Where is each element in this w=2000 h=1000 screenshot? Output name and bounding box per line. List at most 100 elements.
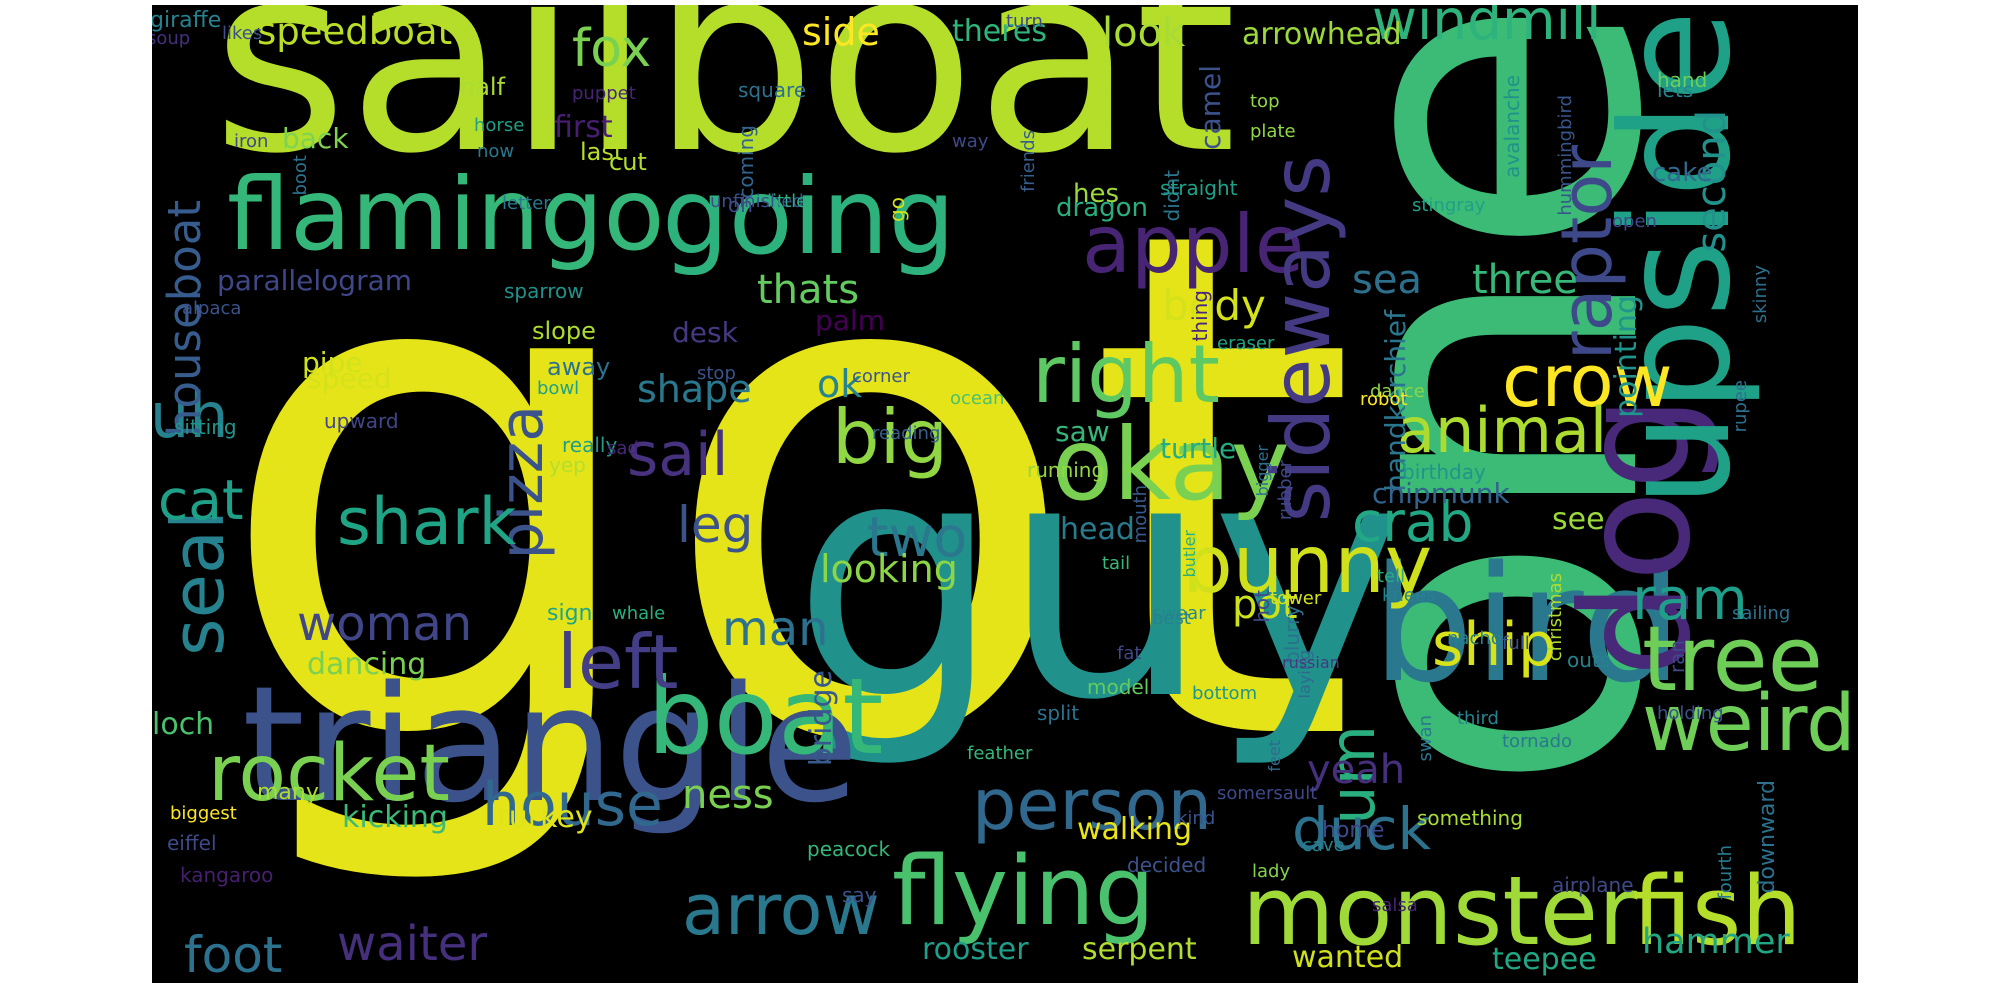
cloud-word: thats bbox=[757, 267, 860, 313]
cloud-word: kind bbox=[1177, 808, 1216, 829]
cloud-word: go bbox=[885, 197, 909, 222]
cloud-word: cake bbox=[1652, 158, 1713, 188]
cloud-word: tell bbox=[1377, 566, 1406, 587]
cloud-word: ness bbox=[682, 772, 774, 818]
cloud-word: lady bbox=[1252, 861, 1291, 882]
cloud-word: sailboat bbox=[212, 5, 1237, 211]
cloud-word: sail bbox=[627, 420, 729, 490]
cloud-word: head bbox=[1060, 512, 1135, 547]
cloud-word: weird bbox=[1642, 679, 1856, 769]
cloud-word: somersault bbox=[1217, 783, 1318, 804]
cloud-word: house bbox=[482, 770, 663, 840]
cloud-word: coming bbox=[734, 125, 758, 199]
cloud-word: third bbox=[1457, 708, 1499, 729]
cloud-word: rubber bbox=[1275, 460, 1296, 521]
cloud-word: feet bbox=[1265, 740, 1284, 772]
cloud-word: iron bbox=[234, 131, 269, 152]
cloud-word: really bbox=[562, 433, 618, 457]
cloud-word: unfinished bbox=[710, 191, 804, 212]
cloud-word: parallelogram bbox=[217, 264, 413, 297]
cloud-word: home bbox=[1322, 818, 1385, 843]
cloud-word: pointing bbox=[1609, 295, 1644, 418]
cloud-word: ocean bbox=[950, 388, 1005, 409]
cloud-word: now bbox=[477, 141, 515, 162]
cloud-word: rupee bbox=[1730, 380, 1751, 433]
cloud-word: nacho bbox=[1447, 628, 1502, 649]
cloud-word: side bbox=[802, 10, 880, 54]
cloud-word: okay bbox=[1052, 406, 1290, 523]
cloud-word: big bbox=[832, 393, 949, 481]
cloud-word: hot bbox=[1250, 590, 1274, 623]
cloud-word: swear bbox=[1152, 603, 1206, 624]
cloud-word: windmill bbox=[1372, 5, 1602, 52]
cloud-word: fat bbox=[1117, 643, 1142, 664]
cloud-word: tornado bbox=[1502, 731, 1573, 752]
cloud-word: open bbox=[1612, 211, 1657, 232]
cloud-word: rocket bbox=[208, 729, 450, 819]
cloud-word: full bbox=[1502, 633, 1530, 654]
cloud-word: flying bbox=[892, 837, 1155, 947]
cloud-word: walking bbox=[1077, 812, 1193, 847]
cloud-word: hummingbird bbox=[1555, 95, 1576, 216]
cloud-word: lets bbox=[1657, 78, 1694, 102]
cloud-word: hand bbox=[1657, 68, 1708, 92]
cloud-word: oh bbox=[728, 193, 753, 217]
cloud-word: tower bbox=[1270, 588, 1322, 609]
cloud-word: ship bbox=[1432, 610, 1557, 680]
cloud-word: duck bbox=[1292, 795, 1432, 863]
cloud-word: left bbox=[557, 618, 679, 706]
cloud-word: robot bbox=[1360, 389, 1408, 410]
cloud-word: arrow bbox=[682, 869, 880, 951]
cloud-word: serpent bbox=[1082, 932, 1197, 967]
cloud-word: russian bbox=[1282, 653, 1340, 672]
cloud-word: turkey bbox=[497, 800, 593, 835]
cloud-word: monster bbox=[1242, 857, 1638, 967]
cloud-word: way bbox=[952, 131, 989, 152]
cloud-word: right bbox=[1032, 328, 1220, 421]
cloud-word: skinny bbox=[1750, 265, 1771, 324]
cloud-word: corner bbox=[852, 366, 910, 387]
cloud-word: decided bbox=[1127, 853, 1207, 877]
cloud-word: woman bbox=[297, 596, 473, 652]
cloud-word: sad bbox=[607, 438, 639, 459]
cloud-word: stop bbox=[697, 363, 736, 384]
cloud-word: tree bbox=[1642, 607, 1824, 712]
cloud-word: wanted bbox=[1292, 940, 1404, 975]
cloud-word: holding bbox=[1657, 703, 1724, 724]
cloud-word: letter bbox=[502, 193, 551, 214]
cloud-word: theres bbox=[952, 14, 1047, 49]
cloud-word: teepee bbox=[1492, 942, 1597, 977]
cloud-word: bigger bbox=[1253, 445, 1272, 497]
cloud-word: feather bbox=[967, 743, 1033, 764]
cloud-word: square bbox=[738, 78, 807, 102]
cloud-word: see bbox=[1552, 502, 1605, 537]
cloud-word: knees bbox=[1382, 585, 1436, 606]
cloud-word: dance bbox=[1370, 381, 1425, 402]
cloud-word: something bbox=[1417, 806, 1523, 830]
cloud-word: little bbox=[767, 191, 808, 212]
cloud-word: downward bbox=[1755, 780, 1780, 894]
cloud-word: kangaroo bbox=[180, 863, 274, 887]
cloud-word: bunny bbox=[1182, 518, 1433, 611]
cloud-word: sparrow bbox=[504, 279, 584, 303]
cloud-word: looking bbox=[820, 547, 958, 591]
cloud-word: yep bbox=[549, 453, 586, 477]
cloud-word: flamingo bbox=[227, 156, 665, 273]
cloud-word: uh bbox=[152, 379, 229, 452]
cloud-word: tail bbox=[1102, 553, 1131, 574]
cloud-word: straight bbox=[1160, 176, 1238, 200]
cloud-word: foot bbox=[184, 926, 283, 983]
cloud-word: kicking bbox=[342, 800, 448, 835]
cloud-word: rooster bbox=[922, 932, 1029, 967]
cloud-word: swan bbox=[1415, 715, 1436, 762]
cloud-word: avalanche bbox=[1500, 75, 1524, 178]
cloud-word: pot bbox=[1232, 582, 1298, 628]
cloud-word: many bbox=[257, 780, 319, 805]
cloud-word: running bbox=[1027, 458, 1105, 482]
cloud-word: airplane bbox=[1552, 873, 1634, 897]
cloud-word: first bbox=[554, 110, 613, 145]
cloud-word: alpaca bbox=[182, 298, 242, 319]
cloud-word: birthday bbox=[1402, 460, 1486, 484]
cloud-word: speed bbox=[307, 362, 392, 395]
cloud-word: sign bbox=[547, 601, 593, 626]
